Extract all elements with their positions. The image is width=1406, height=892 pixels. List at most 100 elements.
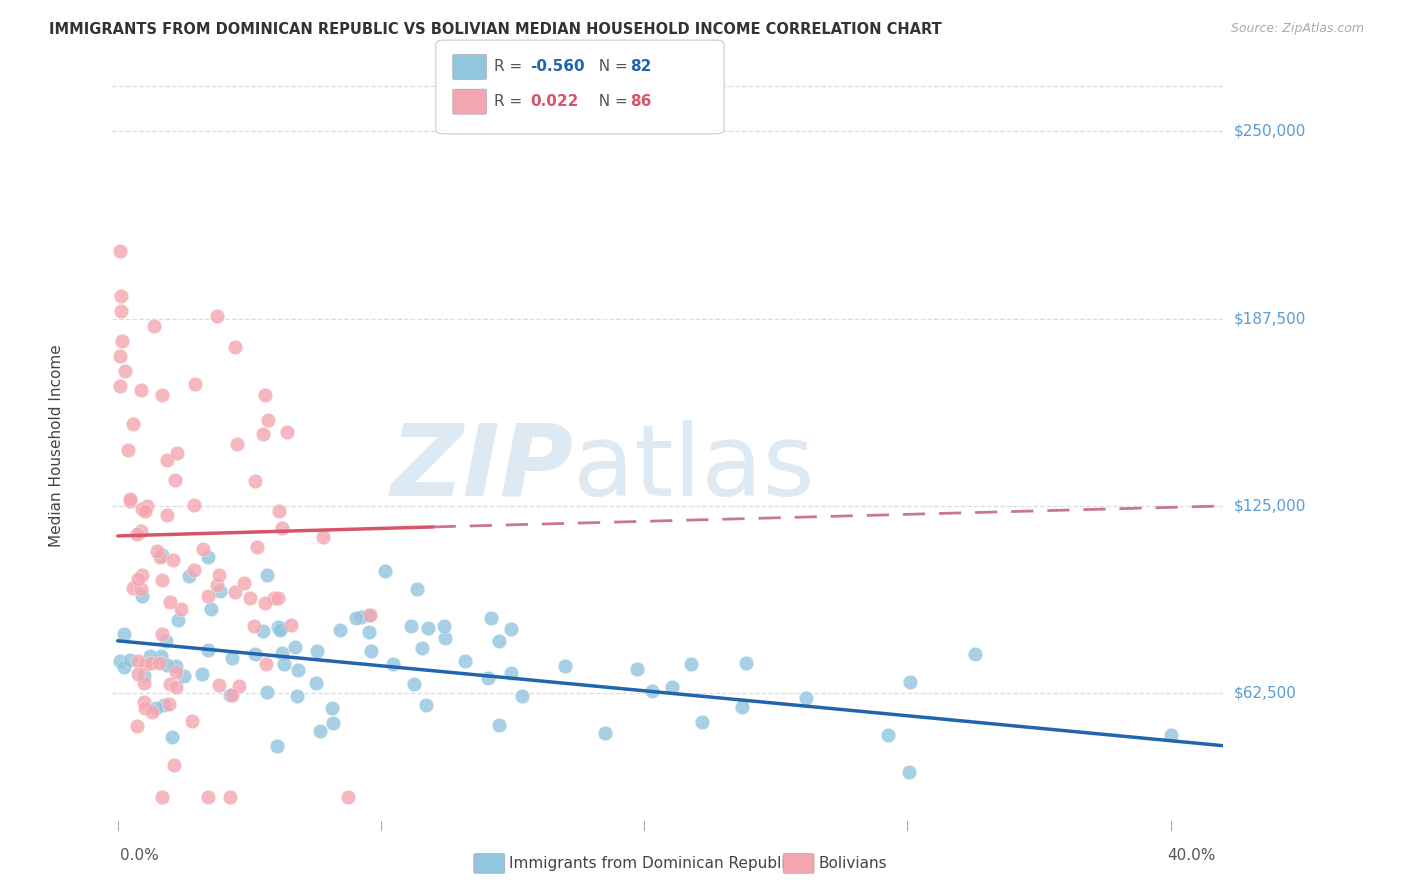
Point: [1160, 728, 1182, 742]
Point: [156, 453, 179, 467]
Point: [453, 654, 475, 668]
Point: [796, 690, 818, 705]
Point: [160, 730, 183, 744]
Point: [243, 648, 266, 662]
Point: [322, 715, 344, 730]
Point: [134, 504, 156, 518]
Point: [131, 568, 153, 582]
Point: [112, 660, 135, 674]
Point: [730, 699, 752, 714]
Point: [150, 649, 173, 664]
Text: 86: 86: [630, 95, 651, 109]
Text: Median Household Income: Median Household Income: [49, 344, 65, 548]
Point: [510, 690, 533, 704]
Point: [321, 701, 343, 715]
Point: [224, 340, 246, 354]
Point: [690, 715, 713, 730]
Point: [225, 436, 247, 450]
Point: [287, 663, 309, 677]
Point: [150, 626, 173, 640]
Point: [344, 611, 367, 625]
Point: [134, 701, 156, 715]
Point: [254, 657, 277, 671]
Point: [200, 601, 222, 615]
Point: [877, 728, 900, 742]
Text: -0.560: -0.560: [530, 60, 585, 74]
Text: 0.022: 0.022: [530, 95, 578, 109]
Point: [239, 591, 262, 606]
Point: [266, 591, 288, 605]
Point: [252, 426, 274, 441]
Text: $62,500: $62,500: [1233, 686, 1296, 701]
Point: [110, 304, 132, 318]
Point: [207, 578, 229, 592]
Point: [125, 719, 148, 733]
Point: [173, 669, 195, 683]
Point: [162, 553, 184, 567]
Point: [488, 633, 510, 648]
Text: Immigrants from Dominican Republic: Immigrants from Dominican Republic: [509, 856, 794, 871]
Point: [166, 446, 188, 460]
Point: [221, 688, 243, 702]
Point: [159, 595, 181, 609]
Point: [181, 714, 204, 728]
Point: [233, 576, 256, 591]
Point: [129, 383, 152, 397]
Point: [305, 675, 328, 690]
Text: 82: 82: [630, 60, 651, 74]
Text: Bolivians: Bolivians: [818, 856, 887, 871]
Point: [153, 698, 176, 713]
Point: [357, 624, 380, 639]
Point: [197, 643, 219, 657]
Point: [243, 475, 266, 489]
Text: 40.0%: 40.0%: [1167, 847, 1215, 863]
Point: [374, 564, 396, 578]
Point: [273, 657, 295, 672]
Point: [434, 631, 457, 645]
Point: [252, 624, 274, 638]
Point: [312, 530, 335, 544]
Point: [183, 498, 205, 512]
Point: [681, 657, 703, 672]
Point: [359, 608, 381, 623]
Point: [499, 665, 522, 680]
Point: [205, 309, 228, 323]
Point: [127, 527, 149, 541]
Point: [266, 739, 288, 753]
Point: [246, 541, 269, 555]
Text: R =: R =: [494, 60, 527, 74]
Point: [256, 685, 278, 699]
Point: [117, 443, 139, 458]
Point: [488, 718, 510, 732]
Point: [120, 653, 142, 667]
Text: N =: N =: [589, 95, 633, 109]
Point: [479, 610, 502, 624]
Point: [129, 524, 152, 538]
Point: [271, 521, 294, 535]
Point: [308, 724, 330, 739]
Point: [284, 640, 307, 654]
Point: [118, 491, 141, 506]
Point: [155, 633, 177, 648]
Point: [131, 502, 153, 516]
Point: [183, 564, 205, 578]
Point: [433, 619, 456, 633]
Point: [134, 676, 156, 690]
Point: [593, 726, 616, 740]
Point: [477, 671, 499, 685]
Point: [141, 705, 163, 719]
Point: [156, 508, 179, 522]
Point: [329, 623, 352, 637]
Point: [280, 618, 302, 632]
Point: [191, 666, 214, 681]
Point: [110, 654, 132, 668]
Point: [129, 582, 152, 596]
Point: [626, 662, 648, 676]
Point: [285, 689, 308, 703]
Point: [135, 657, 157, 671]
Point: [150, 573, 173, 587]
Point: [134, 669, 156, 683]
Point: [197, 549, 219, 564]
Point: [661, 680, 683, 694]
Point: [165, 658, 187, 673]
